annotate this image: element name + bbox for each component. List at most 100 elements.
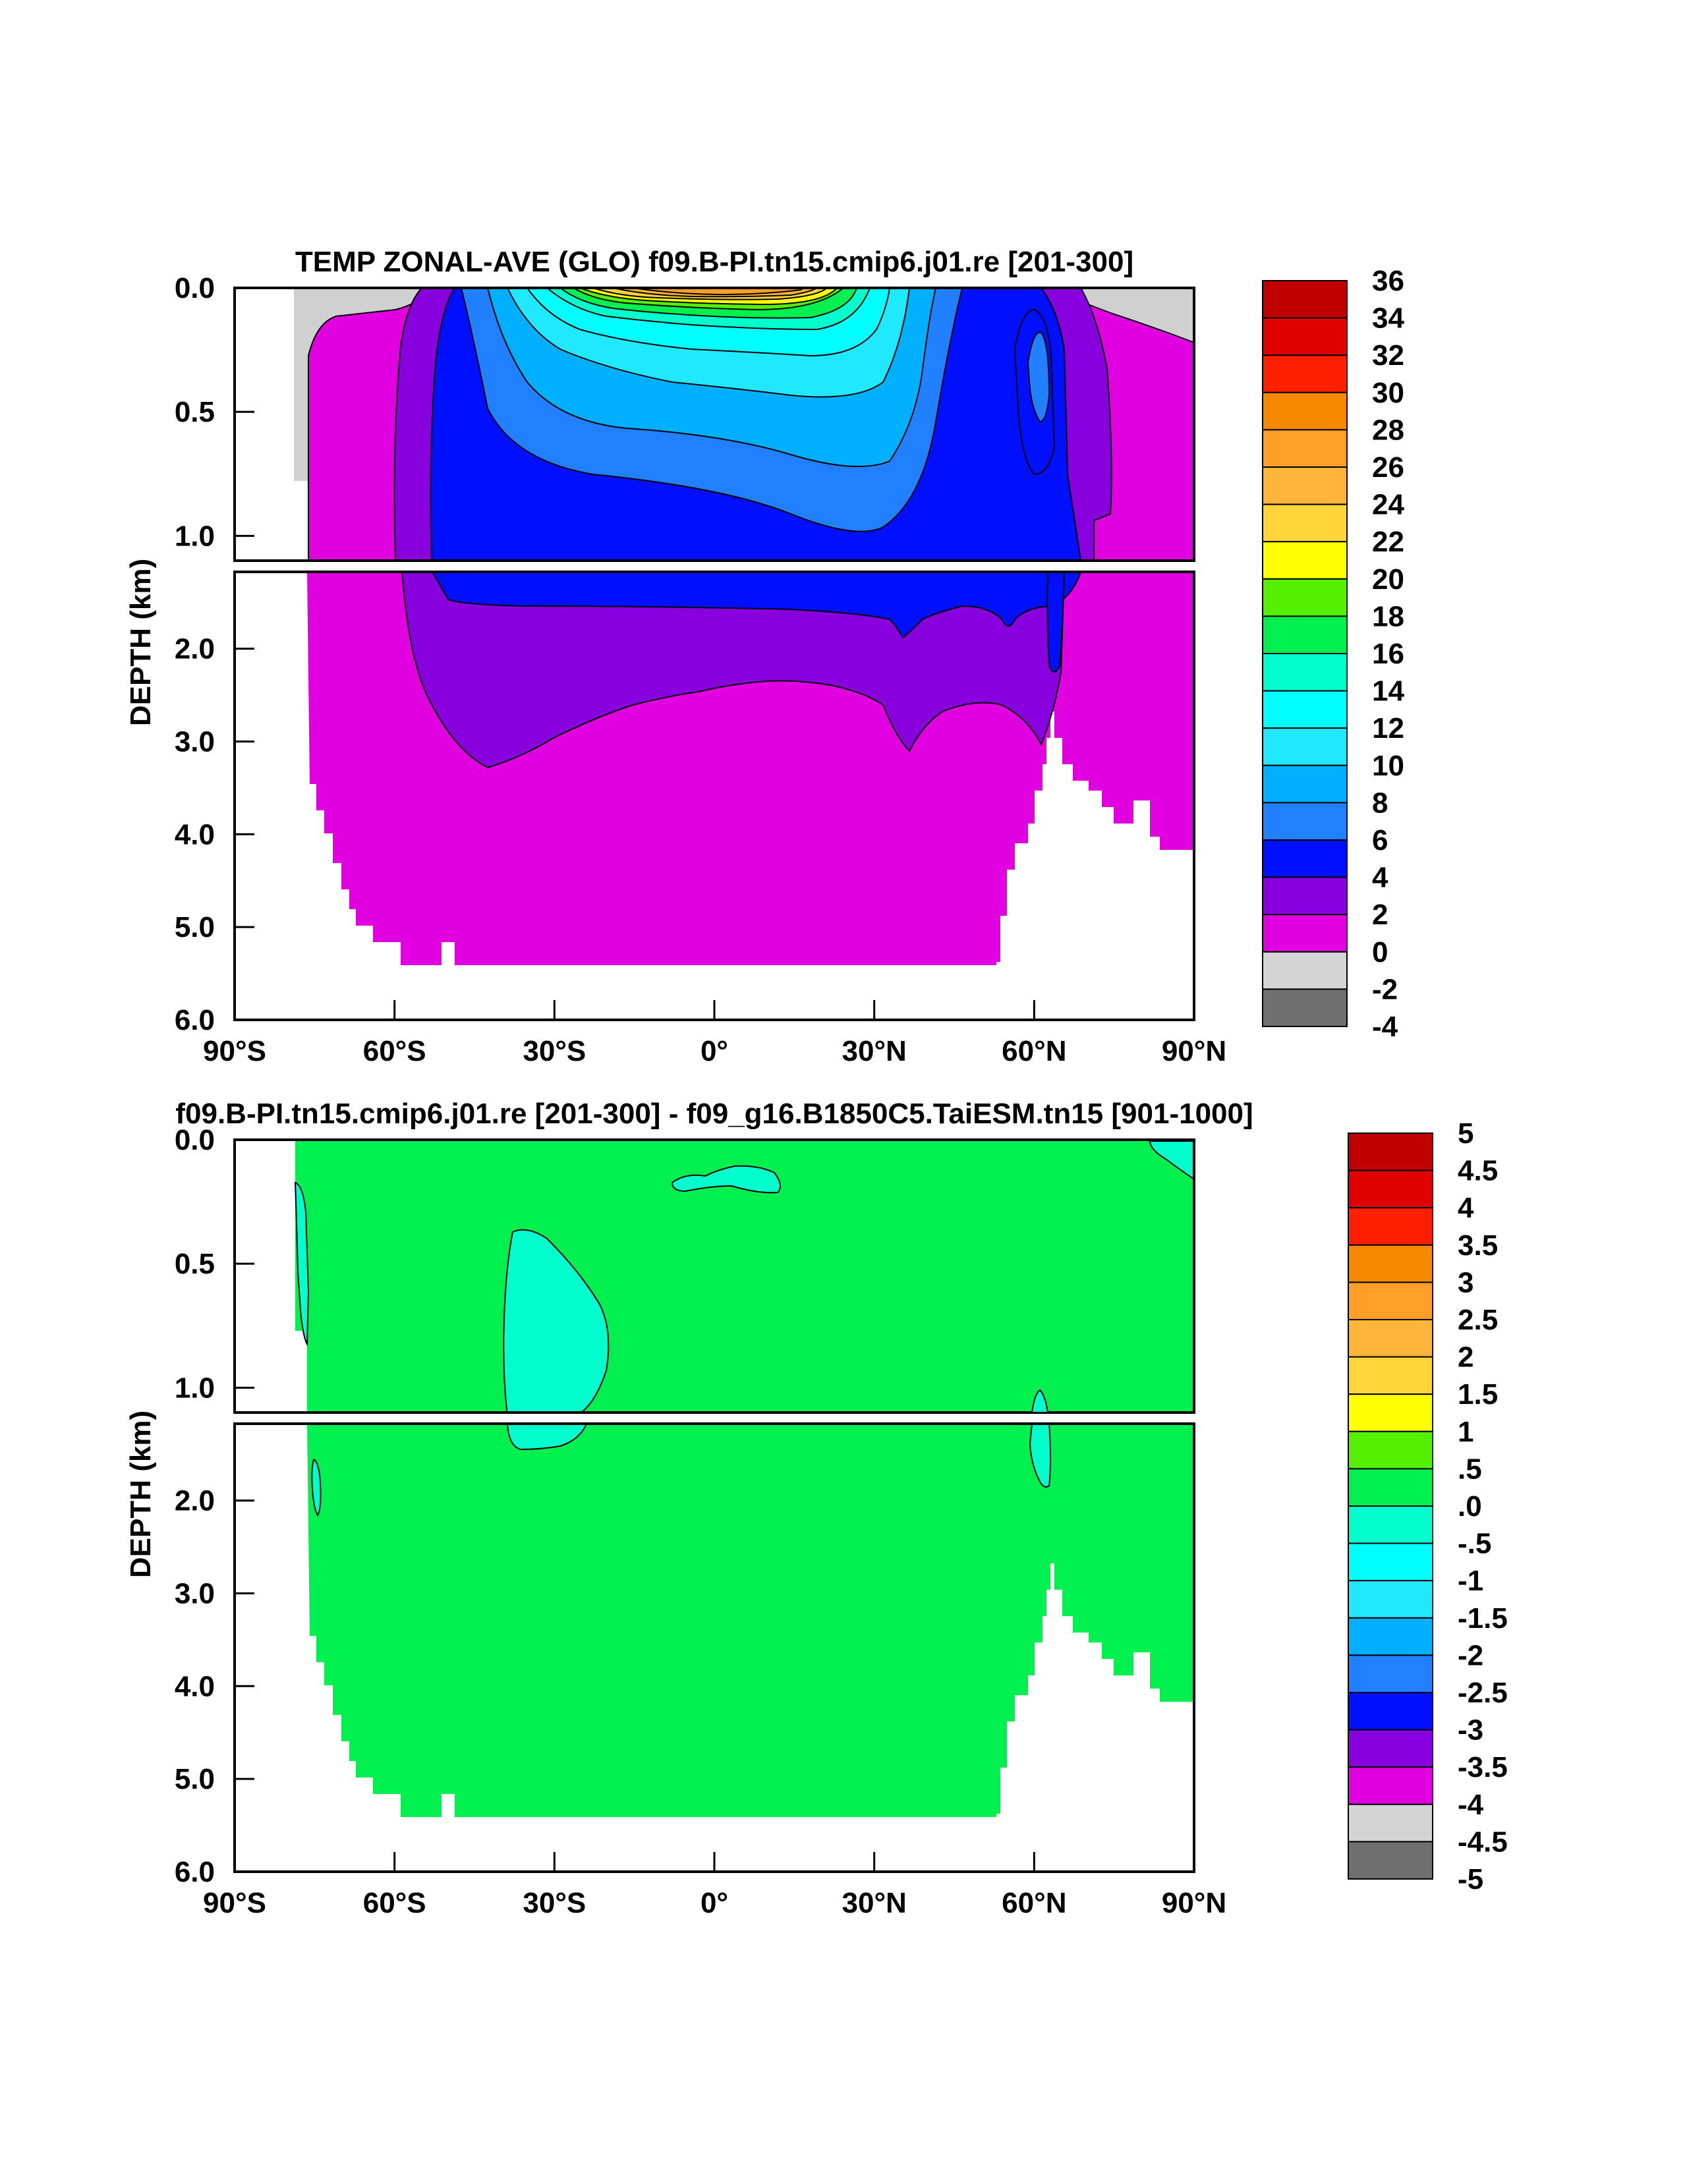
y-tick-label: 6.0 (175, 1856, 215, 1888)
y-tick-label: 2.0 (175, 633, 215, 665)
colorbar-label: 30 (1372, 377, 1404, 409)
colorbar-swatch (1348, 1729, 1433, 1768)
colorbar-label: 3 (1458, 1266, 1473, 1299)
y-tick-label: 5.0 (175, 911, 215, 943)
panel1-title: TEMP ZONAL-AVE (GLO) f09.B-PI.tn15.cmip6… (295, 246, 1133, 278)
colorbar-swatch (1348, 1356, 1433, 1395)
colorbar-swatch (1348, 1617, 1433, 1656)
colorbar-swatch (1262, 914, 1348, 953)
colorbar-swatch (1262, 988, 1348, 1028)
colorbar-swatch (1348, 1766, 1433, 1805)
diff-patch-antarctic (294, 1181, 310, 1347)
x-tick-label: 30°N (842, 1035, 907, 1067)
nordic-4-6-lower (1046, 572, 1066, 673)
colorbar-swatch (1262, 653, 1348, 692)
x-tick-label: 60°N (1002, 1035, 1066, 1067)
colorbar-swatch (1348, 1244, 1433, 1283)
y-tick-label: 2.0 (175, 1485, 215, 1517)
colorbar-label: 0 (1372, 936, 1388, 968)
colorbar-swatch (1262, 615, 1348, 655)
colorbar-swatch (1348, 1580, 1433, 1619)
colorbar-swatch (1348, 1319, 1433, 1358)
colorbar-swatch (1262, 280, 1348, 319)
colorbar-label: 36 (1372, 265, 1404, 297)
y-tick-label: 0.5 (175, 1248, 215, 1280)
diff-patch-60N-lower (1029, 1424, 1051, 1488)
colorbar-label: .5 (1458, 1453, 1482, 1485)
colorbar-label: -1 (1458, 1565, 1483, 1597)
colorbar-label: -.5 (1458, 1528, 1491, 1560)
colorbar-difference: 54.543.532.521.51.5.0-.5-1-1.5-2-2.5-3-3… (1348, 1117, 1508, 1895)
panel2-upper-field (235, 1140, 1194, 1413)
x-tick-label: 90°N (1162, 1035, 1226, 1067)
colorbar-swatch (1262, 690, 1348, 729)
colorbar-swatch (1262, 764, 1348, 804)
difference-panel: f09.B-PI.tn15.cmip6.j01.re [201-300] - f… (125, 1098, 1253, 1919)
colorbar-swatch (1262, 317, 1348, 356)
colorbar-swatch (1348, 1841, 1433, 1880)
colorbar-label: 4 (1372, 862, 1388, 894)
x-tick-label: 0° (701, 1887, 728, 1919)
colorbar-swatch (1348, 1281, 1433, 1321)
panel2-title: f09.B-PI.tn15.cmip6.j01.re [201-300] - f… (175, 1098, 1253, 1130)
panel1-axes: 90°S 60°S 30°S 0° 30°N 60°N 90°N 0.0 0.5 1.0 2.0 3.… (175, 272, 1226, 1067)
colorbar-label: 26 (1372, 451, 1404, 484)
colorbar-label: -2 (1458, 1639, 1483, 1671)
diff-patch-arctic (1149, 1140, 1194, 1181)
colorbar-label: 22 (1372, 526, 1404, 558)
colorbar-label: -1.5 (1458, 1602, 1508, 1635)
diff-patch-70S-lower (311, 1458, 322, 1517)
y-tick-label: 0.0 (175, 1124, 215, 1156)
y-tick-label: 0.0 (175, 272, 215, 304)
colorbar-label: -4 (1372, 1011, 1398, 1043)
colorbar-label: -4.5 (1458, 1826, 1508, 1858)
panel2-ylabel: DEPTH (km) (125, 1411, 157, 1578)
colorbar-swatch (1262, 578, 1348, 617)
colorbar-label: .0 (1458, 1490, 1482, 1523)
colorbar-swatch (1262, 466, 1348, 505)
panel1-upper-frame (233, 287, 1195, 562)
x-tick-label: 0° (701, 1035, 728, 1067)
colorbar-label: -4 (1458, 1789, 1484, 1821)
x-tick-label: 60°S (363, 1035, 426, 1067)
colorbar-label: 28 (1372, 414, 1404, 446)
panel1-upper-field (235, 288, 1194, 561)
y-tick-label: 1.0 (175, 520, 215, 552)
colorbar-label: -3.5 (1458, 1751, 1508, 1783)
colorbar-label: 1.5 (1458, 1378, 1498, 1411)
panel1-ylabel: DEPTH (km) (125, 559, 157, 726)
y-tick-label: 0.5 (175, 396, 215, 428)
x-tick-label: 30°N (842, 1887, 907, 1919)
band-26-28-upper (632, 288, 805, 296)
y-tick-label: 6.0 (175, 1004, 215, 1036)
colorbar-swatch (1348, 1542, 1433, 1582)
temperature-panel: TEMP ZONAL-AVE (GLO) f09.B-PI.tn15.cmip6… (125, 246, 1226, 1067)
colorbar-label: 34 (1372, 302, 1404, 335)
x-tick-label: 60°N (1002, 1887, 1066, 1919)
colorbar-swatch (1348, 1505, 1433, 1544)
x-tick-label: 90°S (203, 1035, 266, 1067)
colorbar-swatch (1348, 1393, 1433, 1432)
diff-patch-equator (671, 1165, 781, 1194)
colorbar-label: -2.5 (1458, 1677, 1508, 1709)
colorbar-swatch (1348, 1654, 1433, 1693)
colorbar-swatch (1348, 1169, 1433, 1209)
colorbar-swatch (1348, 1207, 1433, 1246)
colorbar-label: 5 (1458, 1117, 1473, 1150)
colorbar-label: 20 (1372, 563, 1404, 596)
colorbar-label: 16 (1372, 638, 1404, 670)
colorbar-label: 32 (1372, 339, 1404, 372)
colorbar-label: 3.5 (1458, 1229, 1498, 1262)
diff-patch-60N-upper-tip (1031, 1389, 1049, 1413)
colorbar-label: -3 (1458, 1714, 1483, 1747)
colorbar-label: 2.5 (1458, 1304, 1498, 1336)
y-tick-label: 1.0 (175, 1372, 215, 1404)
diff-patch-30S (503, 1229, 610, 1413)
colorbar-swatch (1348, 1803, 1433, 1843)
colorbar-label: -2 (1372, 973, 1398, 1005)
x-tick-label: 90°N (1162, 1887, 1226, 1919)
colorbar-swatch (1262, 541, 1348, 580)
colorbar-label: 14 (1372, 675, 1404, 708)
x-tick-label: 30°S (523, 1035, 586, 1067)
